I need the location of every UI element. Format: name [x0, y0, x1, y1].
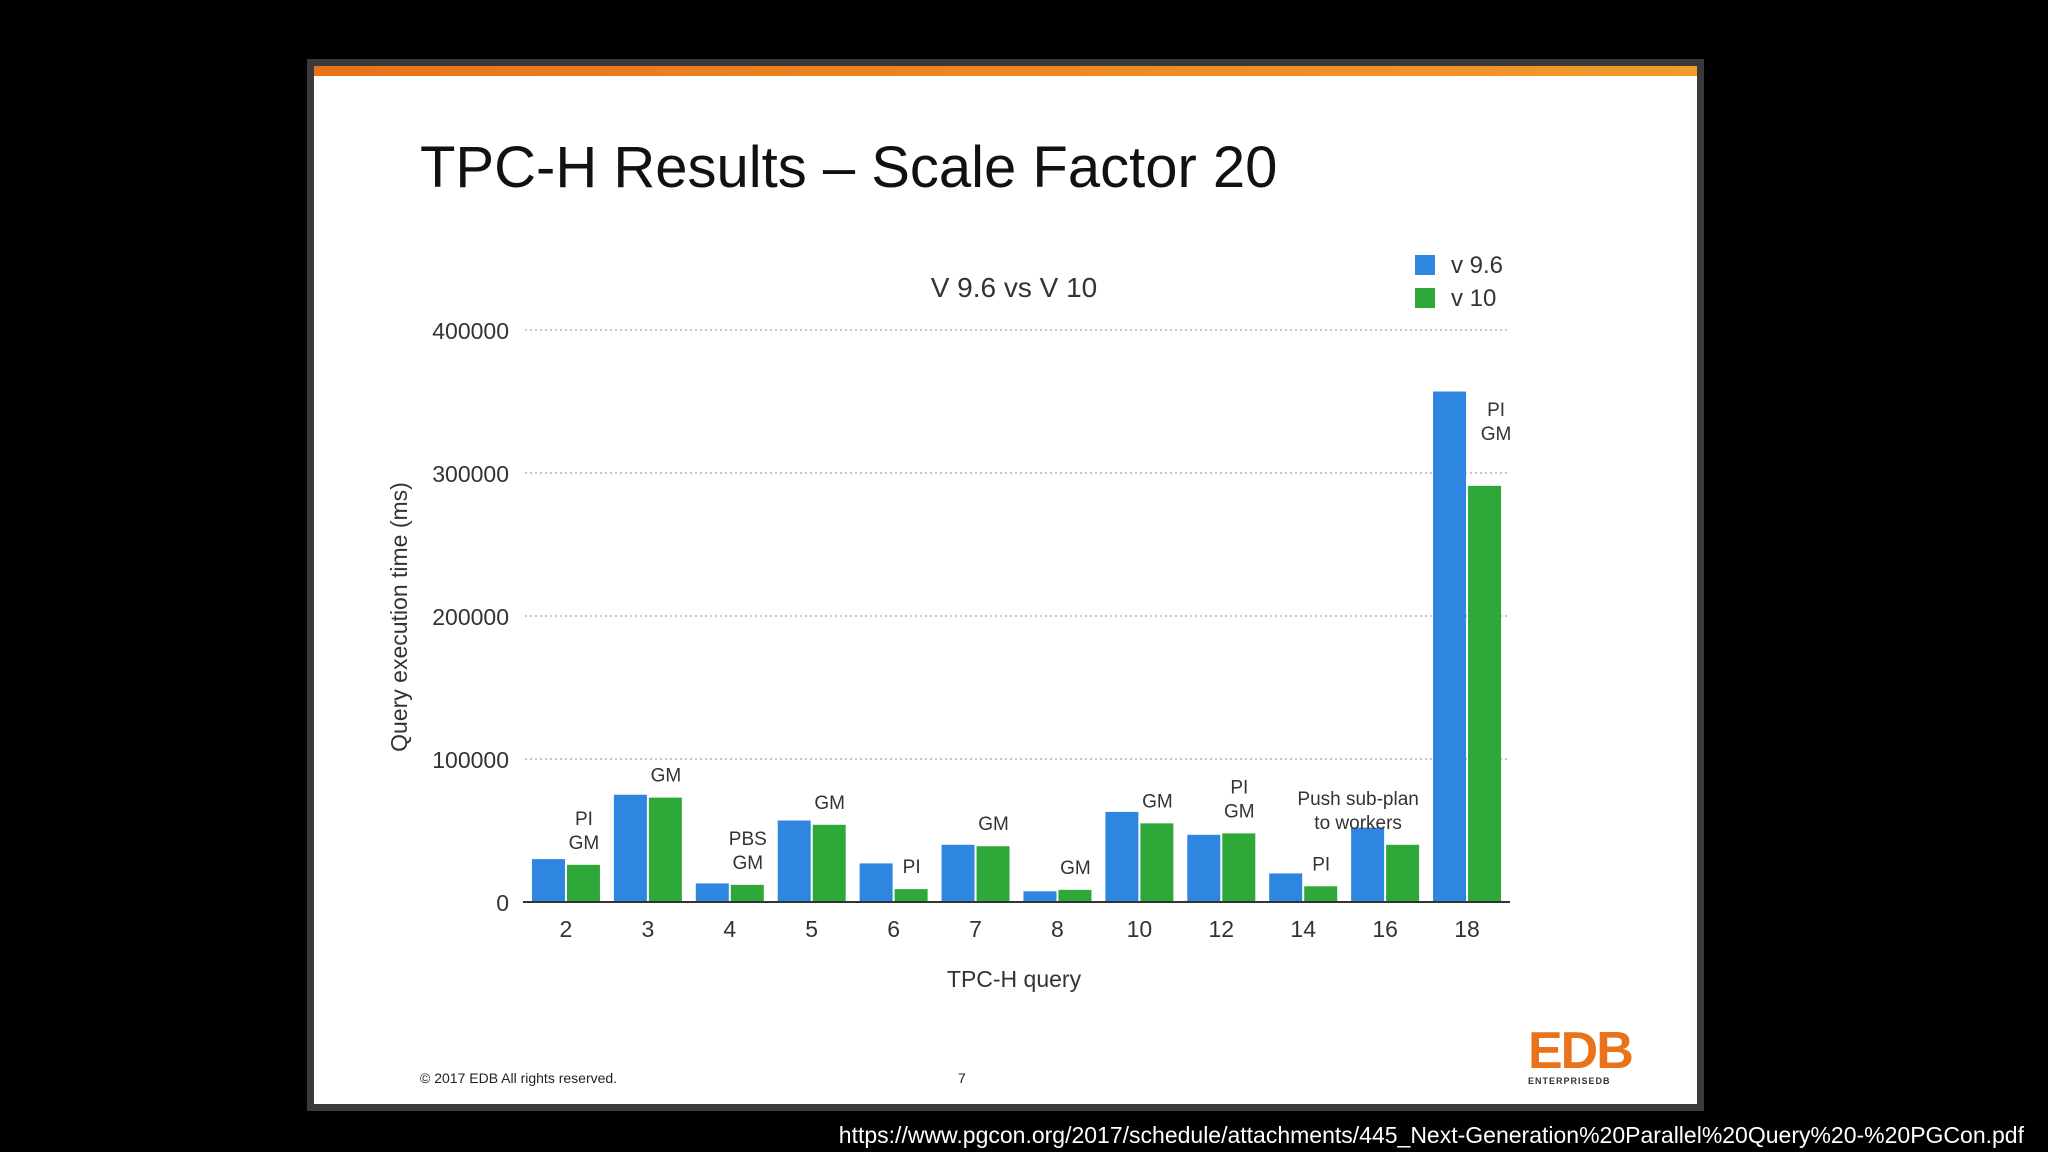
x-tick-label: 3: [641, 916, 654, 942]
bar-v10-q6: [894, 889, 928, 902]
x-axis-label: TPC-H query: [947, 966, 1082, 992]
bar-annotation: PI: [903, 857, 921, 878]
slide-frame: TPC-H Results – Scale Factor 20 PI GM GM PB…: [307, 59, 1704, 1111]
bar-annotation: PI: [575, 809, 593, 830]
bar-annotation: PI: [1487, 400, 1505, 421]
edb-logo-subtext: ENTERPRISEDB: [1528, 1076, 1611, 1086]
bar-annotation: PBS: [729, 829, 767, 850]
slide-title: TPC-H Results – Scale Factor 20: [420, 135, 1278, 200]
bar-v10-q8: [1058, 889, 1092, 902]
bar-v10-q2: [566, 864, 600, 902]
bar-annotation: GM: [732, 853, 763, 874]
bar-annotation: GM: [1142, 791, 1173, 812]
y-tick-label: 0: [496, 890, 509, 916]
bar-annotation: GM: [1060, 858, 1091, 879]
bar-v96-q14: [1269, 873, 1303, 902]
bar-v10-q10: [1140, 823, 1174, 902]
chart-title: V 9.6 vs V 10: [931, 272, 1098, 303]
x-tick-label: 18: [1454, 916, 1480, 942]
x-tick-label: 16: [1372, 916, 1398, 942]
legend-label-v96: v 9.6: [1451, 252, 1503, 279]
bar-v96-q16: [1351, 827, 1385, 902]
bar-annotation: PI: [1312, 854, 1330, 875]
bar-annotation: GM: [814, 793, 845, 814]
bar-v96-q8: [1023, 891, 1057, 902]
footer-page-number: 7: [958, 1070, 966, 1086]
bar-v10-q18: [1468, 485, 1502, 902]
source-url-caption: https://www.pgcon.org/2017/schedule/atta…: [838, 1122, 2024, 1148]
x-tick-label: 4: [723, 916, 736, 942]
edb-logo-text: EDB: [1528, 1022, 1634, 1080]
legend-label-v10: v 10: [1451, 285, 1496, 312]
x-tick-label: 14: [1290, 916, 1316, 942]
edb-logo: EDB ENTERPRISEDB: [1528, 1022, 1634, 1088]
bar-annotation: GM: [569, 833, 600, 854]
bar-v96-q18: [1433, 391, 1467, 902]
y-tick-label: 400000: [432, 318, 509, 344]
chart-bars: [531, 391, 1502, 902]
bar-v96-q7: [941, 844, 975, 902]
x-tick-label: 8: [1051, 916, 1064, 942]
x-tick-label: 5: [805, 916, 818, 942]
x-tick-label: 12: [1208, 916, 1234, 942]
legend-swatch-v10: [1415, 288, 1435, 308]
x-tick-label: 7: [969, 916, 982, 942]
bar-v10-q4: [730, 884, 764, 902]
chart-gridlines: [525, 329, 1508, 760]
x-tick-label: 2: [560, 916, 573, 942]
bar-v10-q7: [976, 846, 1010, 902]
bar-v10-q16: [1386, 844, 1420, 902]
bar-v96-q5: [777, 820, 811, 902]
bar-annotation: PI: [1230, 777, 1248, 798]
footer-copyright: © 2017 EDB All rights reserved.: [420, 1070, 618, 1086]
chart-annotations: PI GM GM PBS GM GM PI GM GM GM PI GM PI Push sub-plan…: [569, 400, 1512, 879]
x-tick-label: 6: [887, 916, 900, 942]
y-tick-label: 300000: [432, 461, 509, 487]
bar-v96-q10: [1105, 811, 1139, 902]
legend-swatch-v96: [1415, 255, 1435, 275]
bar-annotation: GM: [651, 766, 682, 787]
chart: PI GM GM PBS GM GM PI GM GM GM PI GM PI Push sub-plan…: [386, 252, 1512, 992]
bar-annotation: to workers: [1314, 813, 1402, 834]
bar-annotation: GM: [1224, 801, 1255, 822]
bar-v10-q14: [1304, 886, 1338, 902]
bar-v10-q12: [1222, 833, 1256, 902]
y-tick-label: 200000: [432, 604, 509, 630]
chart-legend: v 9.6 v 10: [1415, 252, 1503, 312]
bar-v96-q12: [1187, 834, 1221, 902]
bar-v10-q3: [648, 797, 682, 902]
bar-annotation: Push sub-plan: [1297, 789, 1418, 810]
bar-v96-q6: [859, 863, 893, 902]
bar-v96-q4: [695, 883, 729, 902]
y-tick-label: 100000: [432, 747, 509, 773]
bar-annotation: GM: [1481, 424, 1512, 445]
x-tick-label: 10: [1127, 916, 1153, 942]
bar-v96-q3: [613, 794, 647, 902]
slide-accent-bar: [314, 66, 1697, 76]
y-axis-label: Query execution time (ms): [386, 482, 412, 752]
bar-v96-q2: [531, 859, 565, 902]
bar-annotation: GM: [978, 814, 1009, 835]
bar-v10-q5: [812, 824, 846, 902]
chart-axes: 0 100000 200000 300000 400000 2 3 4 5 6 7 8 10 12 14 16…: [432, 318, 1510, 942]
slide: TPC-H Results – Scale Factor 20 PI GM GM PB…: [314, 66, 1697, 1104]
